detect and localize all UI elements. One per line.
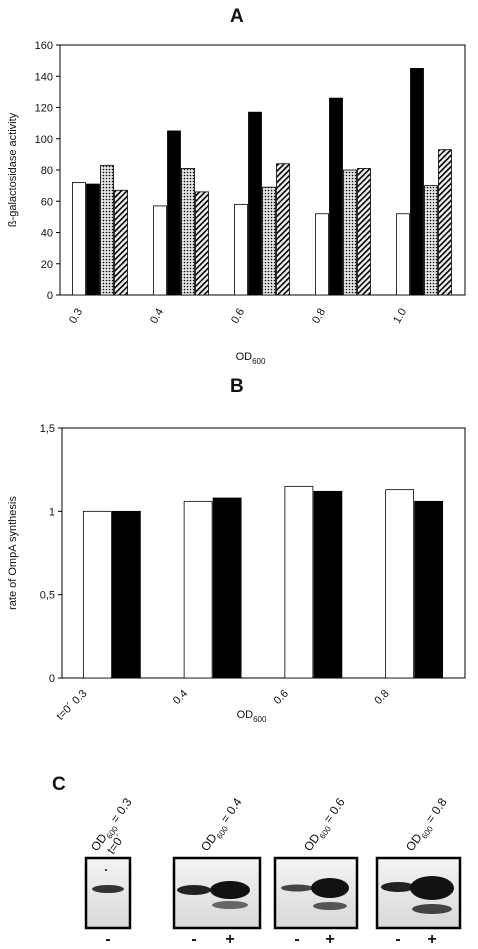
plot-frame: [61, 427, 466, 679]
y-axis-label: rate of OmpA synthesis: [7, 496, 19, 610]
blot-header: OD600= 0.6: [301, 795, 350, 855]
bar: [284, 485, 314, 679]
bar: [315, 213, 329, 296]
header-sub: 600: [318, 824, 333, 841]
header-text: = 0.4: [218, 795, 245, 825]
y-tick-label: 160: [35, 40, 53, 52]
bar: [86, 183, 100, 296]
bar: [82, 510, 112, 679]
y-tick-label: 40: [41, 228, 53, 240]
y-tick-label: 80: [41, 165, 53, 177]
x-tick-label: t=0´ 0.3: [54, 688, 89, 723]
y-tick-label: 0: [47, 290, 53, 302]
bar: [396, 213, 410, 296]
lane-label: +: [427, 931, 436, 948]
y-tick-label: 140: [35, 71, 53, 83]
lane-label: +: [325, 931, 334, 948]
y-tick-label: 0: [49, 673, 55, 685]
bar: [72, 182, 86, 296]
y-tick-label: 1: [49, 506, 55, 518]
blot: [84, 856, 132, 930]
blot-header: OD600= 0.4: [198, 795, 247, 855]
bar: [212, 497, 242, 679]
bar: [234, 203, 248, 296]
bar: [424, 185, 438, 296]
bar: [262, 186, 276, 296]
header-text: = 0.3: [108, 795, 135, 825]
x-tick-label: 0.8: [310, 307, 328, 326]
x-label-sub: 600: [252, 357, 266, 366]
x-label-main: OD: [236, 351, 253, 363]
header-text: = 0.6: [321, 795, 348, 825]
lane-label: -: [294, 931, 299, 948]
blot: [273, 856, 359, 930]
y-tick-label: 0,5: [40, 590, 55, 602]
bar: [248, 111, 262, 296]
lane-label: +: [225, 931, 234, 948]
bar: [414, 500, 444, 679]
bar: [114, 189, 128, 296]
bar: [181, 168, 195, 296]
x-tick-label: 0.6: [229, 307, 247, 326]
panel-label: A: [230, 6, 244, 27]
y-tick-label: 1,5: [40, 423, 55, 435]
x-tick-label: 1.0: [391, 307, 409, 326]
bar: [438, 149, 452, 296]
y-tick-label: 20: [41, 259, 53, 271]
bar: [410, 68, 424, 296]
header-text: = 0.8: [423, 795, 450, 825]
lane-label: -: [191, 931, 196, 948]
bar: [183, 500, 213, 679]
bar: [111, 510, 141, 679]
x-tick-label: 0.8: [372, 688, 391, 707]
header-sub: 600: [215, 824, 230, 841]
bar: [385, 489, 415, 679]
x-tick-label: 0.3: [67, 307, 85, 326]
bar: [100, 164, 114, 296]
lane-label: -: [105, 931, 110, 948]
y-tick-label: 100: [35, 134, 53, 146]
x-tick-label: 0.6: [272, 688, 291, 707]
x-tick-label: 0.4: [148, 307, 166, 326]
x-label-main: OD: [237, 709, 254, 721]
header-sub: 600: [420, 824, 435, 841]
bar: [329, 97, 343, 296]
y-tick-label: 120: [35, 103, 53, 115]
x-tick-label: 0.4: [171, 688, 190, 707]
bar: [167, 130, 181, 296]
lane-label: -: [395, 931, 400, 948]
y-tick-label: 60: [41, 196, 53, 208]
x-axis-label: OD600: [236, 351, 266, 366]
bar: [313, 490, 343, 679]
bar: [195, 191, 209, 296]
x-axis-label: OD600: [237, 709, 267, 724]
bar: [343, 169, 357, 296]
blot-header: OD600= 0.8: [403, 795, 452, 855]
y-axis-label: ß-galactosidase activity: [7, 112, 19, 227]
blot: [172, 856, 262, 930]
blot: [375, 856, 462, 930]
panel-label: C: [52, 774, 66, 795]
panel-label: B: [230, 376, 244, 397]
bar: [153, 205, 167, 296]
x-label-sub: 600: [253, 715, 267, 724]
bar: [276, 163, 290, 296]
bar: [357, 168, 371, 296]
